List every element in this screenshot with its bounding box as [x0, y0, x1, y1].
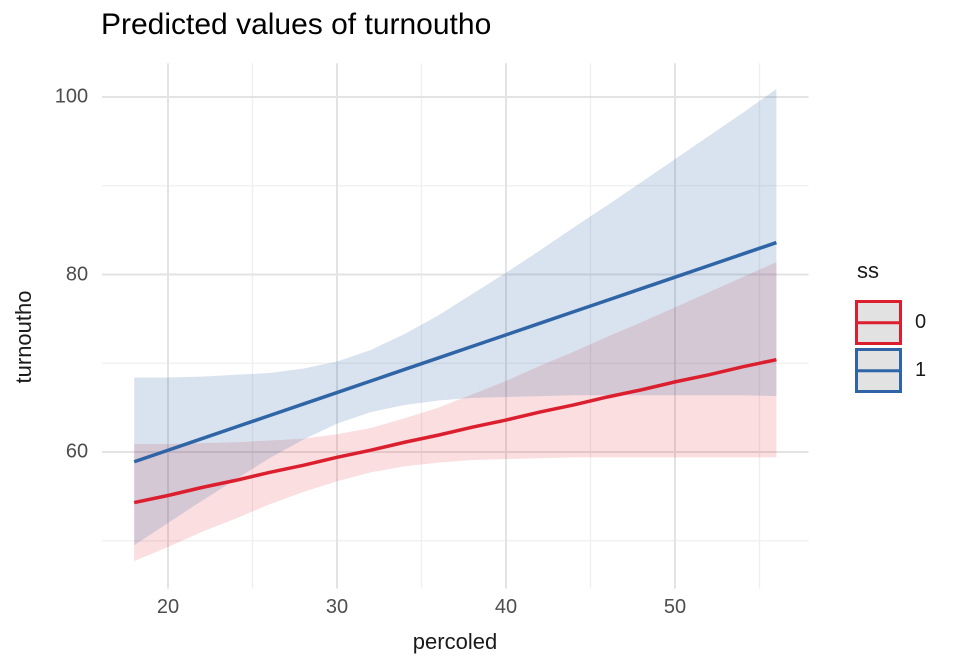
legend-key-ss-0 [855, 300, 902, 345]
legend-key-line-icon [858, 320, 899, 325]
y-tick-label: 60 [65, 440, 89, 463]
legend-key-ss-1 [855, 348, 902, 393]
legend-label-ss-1: 1 [915, 359, 927, 381]
legend: ss 0 1 [855, 258, 926, 396]
legend-item-ss-0: 0 [855, 300, 926, 345]
x-tick-label: 50 [663, 595, 687, 618]
legend-item-ss-1: 1 [855, 348, 926, 393]
y-tick-label: 100 [54, 85, 89, 108]
legend-title: ss [857, 258, 879, 283]
x-tick-label: 30 [325, 595, 349, 618]
x-axis-title: percoled [412, 629, 498, 654]
y-tick-label: 80 [65, 263, 89, 285]
chart-title: Predicted values of turnoutho [101, 8, 492, 41]
legend-label-ss-0: 0 [915, 311, 927, 333]
x-tick-label: 40 [494, 595, 518, 618]
x-tick-label: 20 [156, 595, 180, 618]
legend-key-line-icon [858, 368, 899, 373]
y-axis-title: turnoutho [11, 290, 36, 384]
